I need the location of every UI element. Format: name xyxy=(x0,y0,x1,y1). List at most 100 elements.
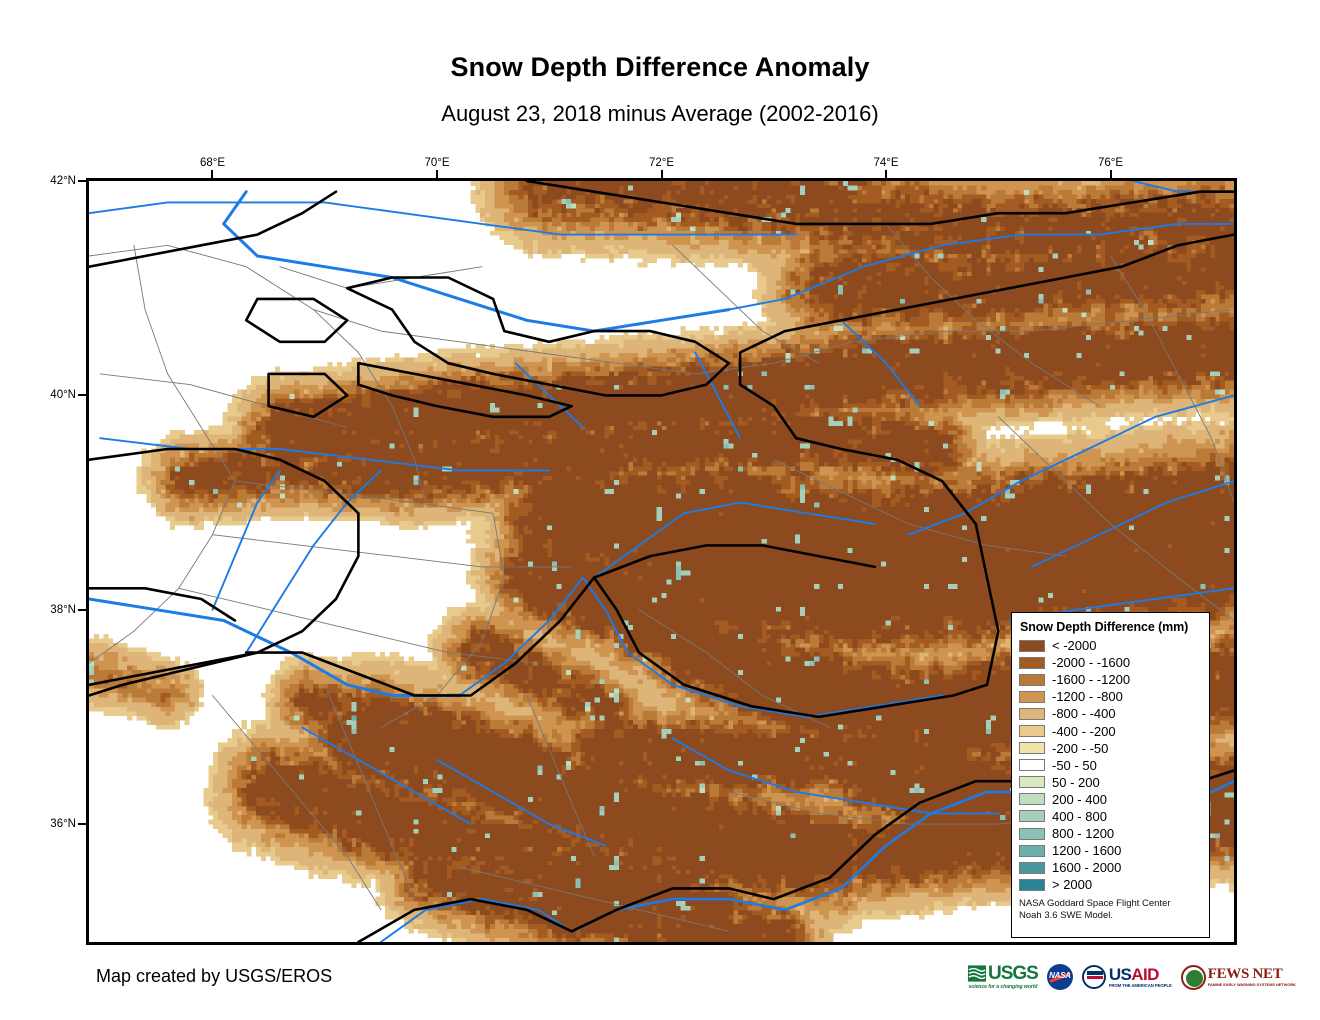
legend-row: 50 - 200 xyxy=(1019,774,1202,791)
river-10 xyxy=(907,394,1234,536)
legend-label: -1600 - -1200 xyxy=(1052,672,1131,688)
river-syr-darya-main xyxy=(222,190,731,333)
legend-label: -800 - -400 xyxy=(1052,706,1116,722)
usaid-tagline: FROM THE AMERICAN PEOPLE xyxy=(1108,982,1172,988)
admin-boundary-4 xyxy=(357,352,427,503)
admin-boundary-14 xyxy=(526,695,595,857)
legend-label: -200 - -50 xyxy=(1052,740,1109,756)
admin-boundary-0 xyxy=(89,244,359,353)
lon-tick-70 xyxy=(435,170,438,179)
admin-boundary-12 xyxy=(324,684,415,900)
admin-boundary-17 xyxy=(997,416,1234,621)
country-border-6 xyxy=(952,233,1234,301)
lon-label-68: 68°E xyxy=(199,157,225,169)
usaid-wordmark-aid: AID xyxy=(1131,964,1159,984)
page-subtitle: August 23, 2018 minus Average (2002-2016… xyxy=(441,101,879,126)
lon-label-72: 72°E xyxy=(648,157,675,169)
legend-swatch xyxy=(1019,656,1045,669)
usaid-seal-icon xyxy=(1081,965,1106,989)
fews-globe-icon xyxy=(1180,964,1206,990)
admin-boundary-11 xyxy=(178,587,539,664)
river-1 xyxy=(784,222,1234,300)
legend-credit-line-1: NASA Goddard Space Flight Center xyxy=(1019,898,1171,910)
country-border-11 xyxy=(592,544,877,579)
lon-tick-76 xyxy=(1109,170,1112,179)
lon-tick-72 xyxy=(660,170,663,179)
legend-swatch xyxy=(1019,639,1045,652)
admin-boundary-3 xyxy=(313,309,618,364)
river-6 xyxy=(99,437,551,472)
legend-swatch xyxy=(1019,690,1045,703)
country-border-5 xyxy=(738,297,955,440)
legend-row: 400 - 800 xyxy=(1019,808,1202,825)
legend-label: 1200 - 1600 xyxy=(1052,843,1122,859)
legend-label: 1600 - 2000 xyxy=(1052,860,1122,876)
river-13 xyxy=(593,501,742,579)
legend-row: -1200 - -800 xyxy=(1019,688,1202,705)
page-title: Snow Depth Difference Anomaly xyxy=(450,52,870,82)
country-border-14 xyxy=(267,372,349,419)
legend-label: -400 - -200 xyxy=(1052,723,1116,739)
legend-class-list: < -2000 -2000 - -1600 -1600 - -1200 -1200 -… xyxy=(1019,637,1202,893)
lat-tick-36 xyxy=(78,823,87,826)
lon-label-70: 70°E xyxy=(424,157,450,169)
admin-boundary-7 xyxy=(672,244,820,364)
fews-wordmark: FEWS NET xyxy=(1207,966,1283,982)
legend-label: -2000 - -1600 xyxy=(1052,655,1131,671)
legend-label: -50 - 50 xyxy=(1052,757,1097,773)
admin-boundary-16 xyxy=(773,459,1067,557)
legend-row: -200 - -50 xyxy=(1019,740,1202,757)
country-border-3 xyxy=(244,576,989,719)
raster-class-8C4A1E xyxy=(170,181,1234,942)
lat-label-42: 42°N xyxy=(50,175,76,187)
agency-logos: USGS science for a changing world NASA U… xyxy=(968,960,1296,994)
river-4 xyxy=(245,469,382,654)
nasa-meatball-icon: NASA xyxy=(1046,964,1073,990)
lon-label-76: 76°E xyxy=(1097,157,1124,169)
lat-tick-40 xyxy=(78,394,87,397)
usaid-logo: USAID FROM THE AMERICAN PEOPLE xyxy=(1081,962,1172,992)
legend-swatch xyxy=(1019,861,1045,874)
legend-swatch xyxy=(1019,759,1045,772)
river-9 xyxy=(840,319,921,408)
river-7 xyxy=(514,362,584,429)
raster-class-DDB578 xyxy=(89,181,1234,942)
raster-class-6BAFAC xyxy=(351,715,357,721)
admin-boundary-13 xyxy=(212,695,382,911)
legend-row: -800 - -400 xyxy=(1019,705,1202,722)
legend-row: -1600 - -1200 xyxy=(1019,671,1202,688)
country-border-12 xyxy=(89,587,237,622)
legend-row: 200 - 400 xyxy=(1019,791,1202,808)
usgs-wave-icon xyxy=(968,965,986,982)
legend-label: < -2000 xyxy=(1052,638,1097,654)
river-8 xyxy=(694,351,742,440)
admin-boundary-2 xyxy=(234,480,494,514)
lat-label-40: 40°N xyxy=(50,389,76,402)
legend-row: < -2000 xyxy=(1019,637,1202,654)
river-5 xyxy=(211,469,281,611)
admin-boundary-8 xyxy=(885,223,1100,407)
admin-boundary-10 xyxy=(212,534,573,568)
legend-row: > 2000 xyxy=(1019,876,1202,893)
lon-tick-74 xyxy=(885,170,887,179)
usgs-wordmark: USGS xyxy=(988,963,1039,984)
river-11 xyxy=(1030,480,1234,568)
river-19 xyxy=(379,898,573,942)
admin-boundary-5 xyxy=(380,512,505,729)
nasa-logo: NASA xyxy=(1046,962,1073,992)
legend-swatch xyxy=(1019,878,1045,891)
legend-swatch xyxy=(1019,810,1045,823)
legend-swatch xyxy=(1019,742,1045,755)
legend-credit-line-2: Noah 3.6 SWE Model. xyxy=(1019,909,1113,921)
fews-tagline: FAMINE EARLY WARNING SYSTEMS NETWORK xyxy=(1207,982,1296,987)
admin-boundary-21 xyxy=(279,266,483,289)
river-15 xyxy=(671,737,1000,815)
admin-boundary-9 xyxy=(1110,255,1234,503)
country-border-7 xyxy=(525,181,1234,226)
usgs-logo: USGS science for a changing world xyxy=(968,962,1039,992)
admin-boundary-19 xyxy=(458,866,730,932)
legend-label: 800 - 1200 xyxy=(1052,826,1115,842)
country-border-8 xyxy=(89,190,338,268)
lat-label-36: 36°N xyxy=(50,818,76,831)
